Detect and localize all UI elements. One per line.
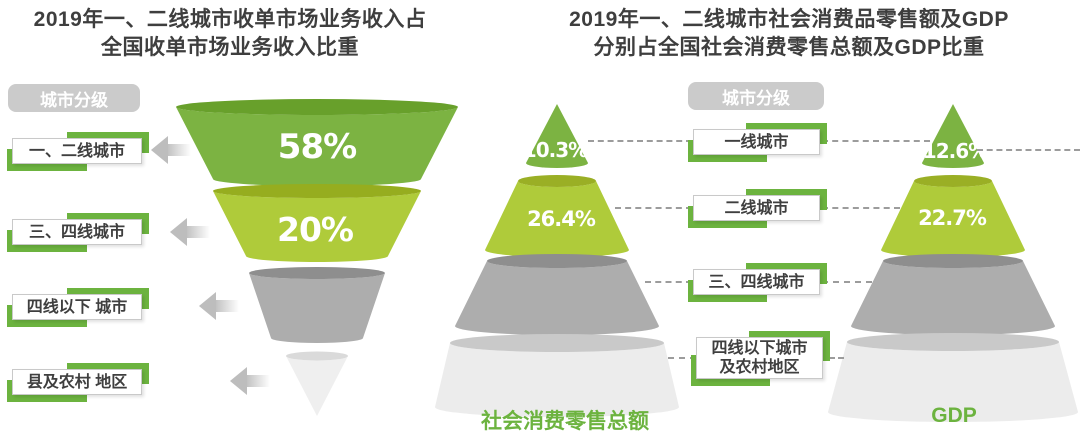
series-label-retail: 社会消费零售总额 (481, 410, 649, 433)
funnel-value-tier12: 58% (277, 127, 357, 167)
connector-dash (645, 281, 692, 283)
funnel-segment-below-tier4 (249, 267, 385, 343)
retail-value-tier2: 26.4% (527, 207, 596, 231)
gdp-value-tier2: 22.7% (918, 206, 987, 230)
funnel-segment-rural (286, 351, 348, 416)
connector-dash (820, 357, 844, 359)
city-tier-badge-right: 城市分级 (688, 82, 824, 110)
retail-pyramid-level-tier1 (526, 104, 588, 168)
tier-label-text-line2: 及农村地区 (719, 359, 800, 376)
retail-value-tier1: 10.3% (522, 138, 588, 162)
tier-label-text: 三、四线城市 (708, 273, 805, 291)
left-chart-title-line1: 2019年一、二线城市收单市场业务收入占 (33, 8, 427, 31)
connector-dash (668, 357, 696, 359)
left-arrow-icon (151, 136, 197, 164)
tier-label-text: 一线城市 (724, 133, 789, 151)
right-chart-title-line2: 分别占全国社会消费零售总额及GDP比重 (593, 36, 985, 59)
tier-label-text: 一、二线城市 (28, 142, 125, 160)
connector-dash (822, 140, 930, 142)
tier-label-box-tier12: 一、二线城市 (7, 132, 149, 171)
funnel-value-tier34: 20% (277, 210, 354, 249)
connector-dash (822, 281, 872, 283)
funnel-segment-tier34 (213, 184, 421, 262)
retail-pyramid-level-tier34 (455, 254, 659, 335)
tier-label-box-rural: 县及农村 地区 (7, 363, 149, 402)
tier-label-box-tier34: 三、四线城市 (688, 263, 827, 302)
left-arrow-icon (230, 367, 276, 395)
tier-label-box-tier1: 一线城市 (688, 123, 827, 162)
connector-dash (977, 149, 1080, 151)
left-chart-title-line2: 全国收单市场业务收入比重 (101, 36, 359, 59)
tier-label-text: 二线城市 (724, 199, 789, 217)
series-label-gdp: GDP (931, 404, 977, 427)
left-chart-title: 2019年一、二线城市收单市场业务收入占 全国收单市场业务收入比重 (10, 6, 450, 62)
tier-label-text-line1: 四线以下城市 (711, 340, 808, 357)
right-chart-title-line1: 2019年一、二线城市社会消费品零售额及GDP (569, 8, 1009, 31)
gdp-pyramid-level-tier1 (922, 104, 984, 168)
tier-label-box-tier2: 二线城市 (688, 189, 827, 228)
tier-label-text: 县及农村 地区 (26, 373, 128, 391)
city-tier-badge-left: 城市分级 (8, 84, 140, 112)
right-chart-title: 2019年一、二线城市社会消费品零售额及GDP 分别占全国社会消费零售总额及GD… (552, 6, 1026, 62)
gdp-value-tier1: 12.6% (922, 139, 988, 163)
tier-label-box-below-tier4: 四线以下 城市 (7, 288, 149, 327)
gdp-pyramid-level-tier34 (851, 254, 1055, 335)
left-arrow-icon (170, 218, 216, 246)
retail-pyramid-level-tier2 (485, 175, 629, 257)
left-arrow-icon (199, 292, 245, 320)
tier-label-text: 四线以下 城市 (26, 298, 128, 316)
tier-label-box-rural: 四线以下城市 及农村地区 (691, 331, 830, 386)
retail-pyramid-level-rural (435, 334, 679, 417)
tier-label-box-tier34: 三、四线城市 (7, 213, 149, 252)
gdp-pyramid-level-tier2 (881, 175, 1025, 257)
gdp-pyramid-level-rural (828, 333, 1078, 422)
connector-dash (615, 207, 692, 209)
connector-dash (588, 140, 692, 142)
tier-label-text: 三、四线城市 (28, 223, 125, 241)
funnel-segment-tier12 (176, 99, 458, 186)
connector-dash (822, 207, 900, 209)
